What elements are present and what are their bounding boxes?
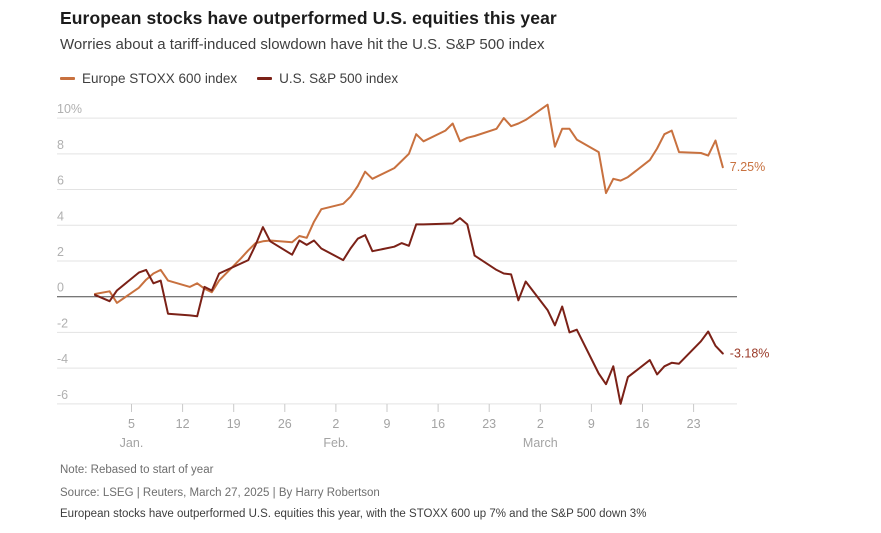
y-axis-tick-label: 8 [57, 138, 64, 152]
legend-item-sp500: U.S. S&P 500 index [257, 71, 398, 86]
x-axis-tick-label: 12 [176, 417, 190, 431]
x-axis-tick-label: 26 [278, 417, 292, 431]
y-axis-tick-label: 0 [57, 281, 64, 295]
x-axis-month-label: March [523, 436, 558, 450]
x-axis-tick-label: 9 [384, 417, 391, 431]
x-axis-month-label: Jan. [120, 436, 144, 450]
x-axis-tick-label: 19 [227, 417, 241, 431]
legend-item-stoxx600: Europe STOXX 600 index [60, 71, 237, 86]
legend-label-stoxx600: Europe STOXX 600 index [82, 71, 238, 86]
x-axis-tick-label: 2 [537, 417, 544, 431]
y-axis-tick-label: 10% [57, 102, 82, 116]
sp500-line [94, 217, 724, 405]
x-axis-tick-label: 23 [482, 417, 496, 431]
y-axis-tick-label: 4 [57, 209, 64, 223]
x-axis-tick-label: 2 [332, 417, 339, 431]
x-axis-tick-label: 16 [431, 417, 445, 431]
legend-label-sp500: U.S. S&P 500 index [279, 71, 399, 86]
x-axis-tick-label: 9 [588, 417, 595, 431]
chart-source: Source: LSEG | Reuters, March 27, 2025 |… [60, 487, 380, 499]
y-axis-tick-label: 2 [57, 245, 64, 259]
chart-caption: European stocks have outperformed U.S. e… [60, 508, 647, 520]
stoxx600-line-swatch [60, 77, 75, 80]
y-axis-tick-label: -2 [57, 316, 68, 330]
sp500-end-value-label: -3.18% [730, 346, 770, 360]
x-axis-month-label: Feb. [323, 436, 348, 450]
x-axis-tick-label: 5 [128, 417, 135, 431]
stoxx600-end-value-label: 7.25% [730, 160, 765, 174]
stoxx600-line [94, 103, 724, 304]
y-axis-tick-label: -6 [57, 388, 68, 402]
sp500-line-swatch [257, 77, 273, 80]
x-axis-tick-label: 16 [636, 417, 650, 431]
y-axis-tick-label: 6 [57, 174, 64, 188]
x-axis-tick-label: 23 [687, 417, 701, 431]
y-axis-tick-label: -4 [57, 352, 68, 366]
chart-subtitle: Worries about a tariff-induced slowdown … [60, 36, 545, 53]
chart-title: European stocks have outperformed U.S. e… [60, 8, 557, 28]
chart-note: Note: Rebased to start of year [60, 464, 214, 476]
chart-legend: Europe STOXX 600 index U.S. S&P 500 inde… [60, 71, 398, 86]
